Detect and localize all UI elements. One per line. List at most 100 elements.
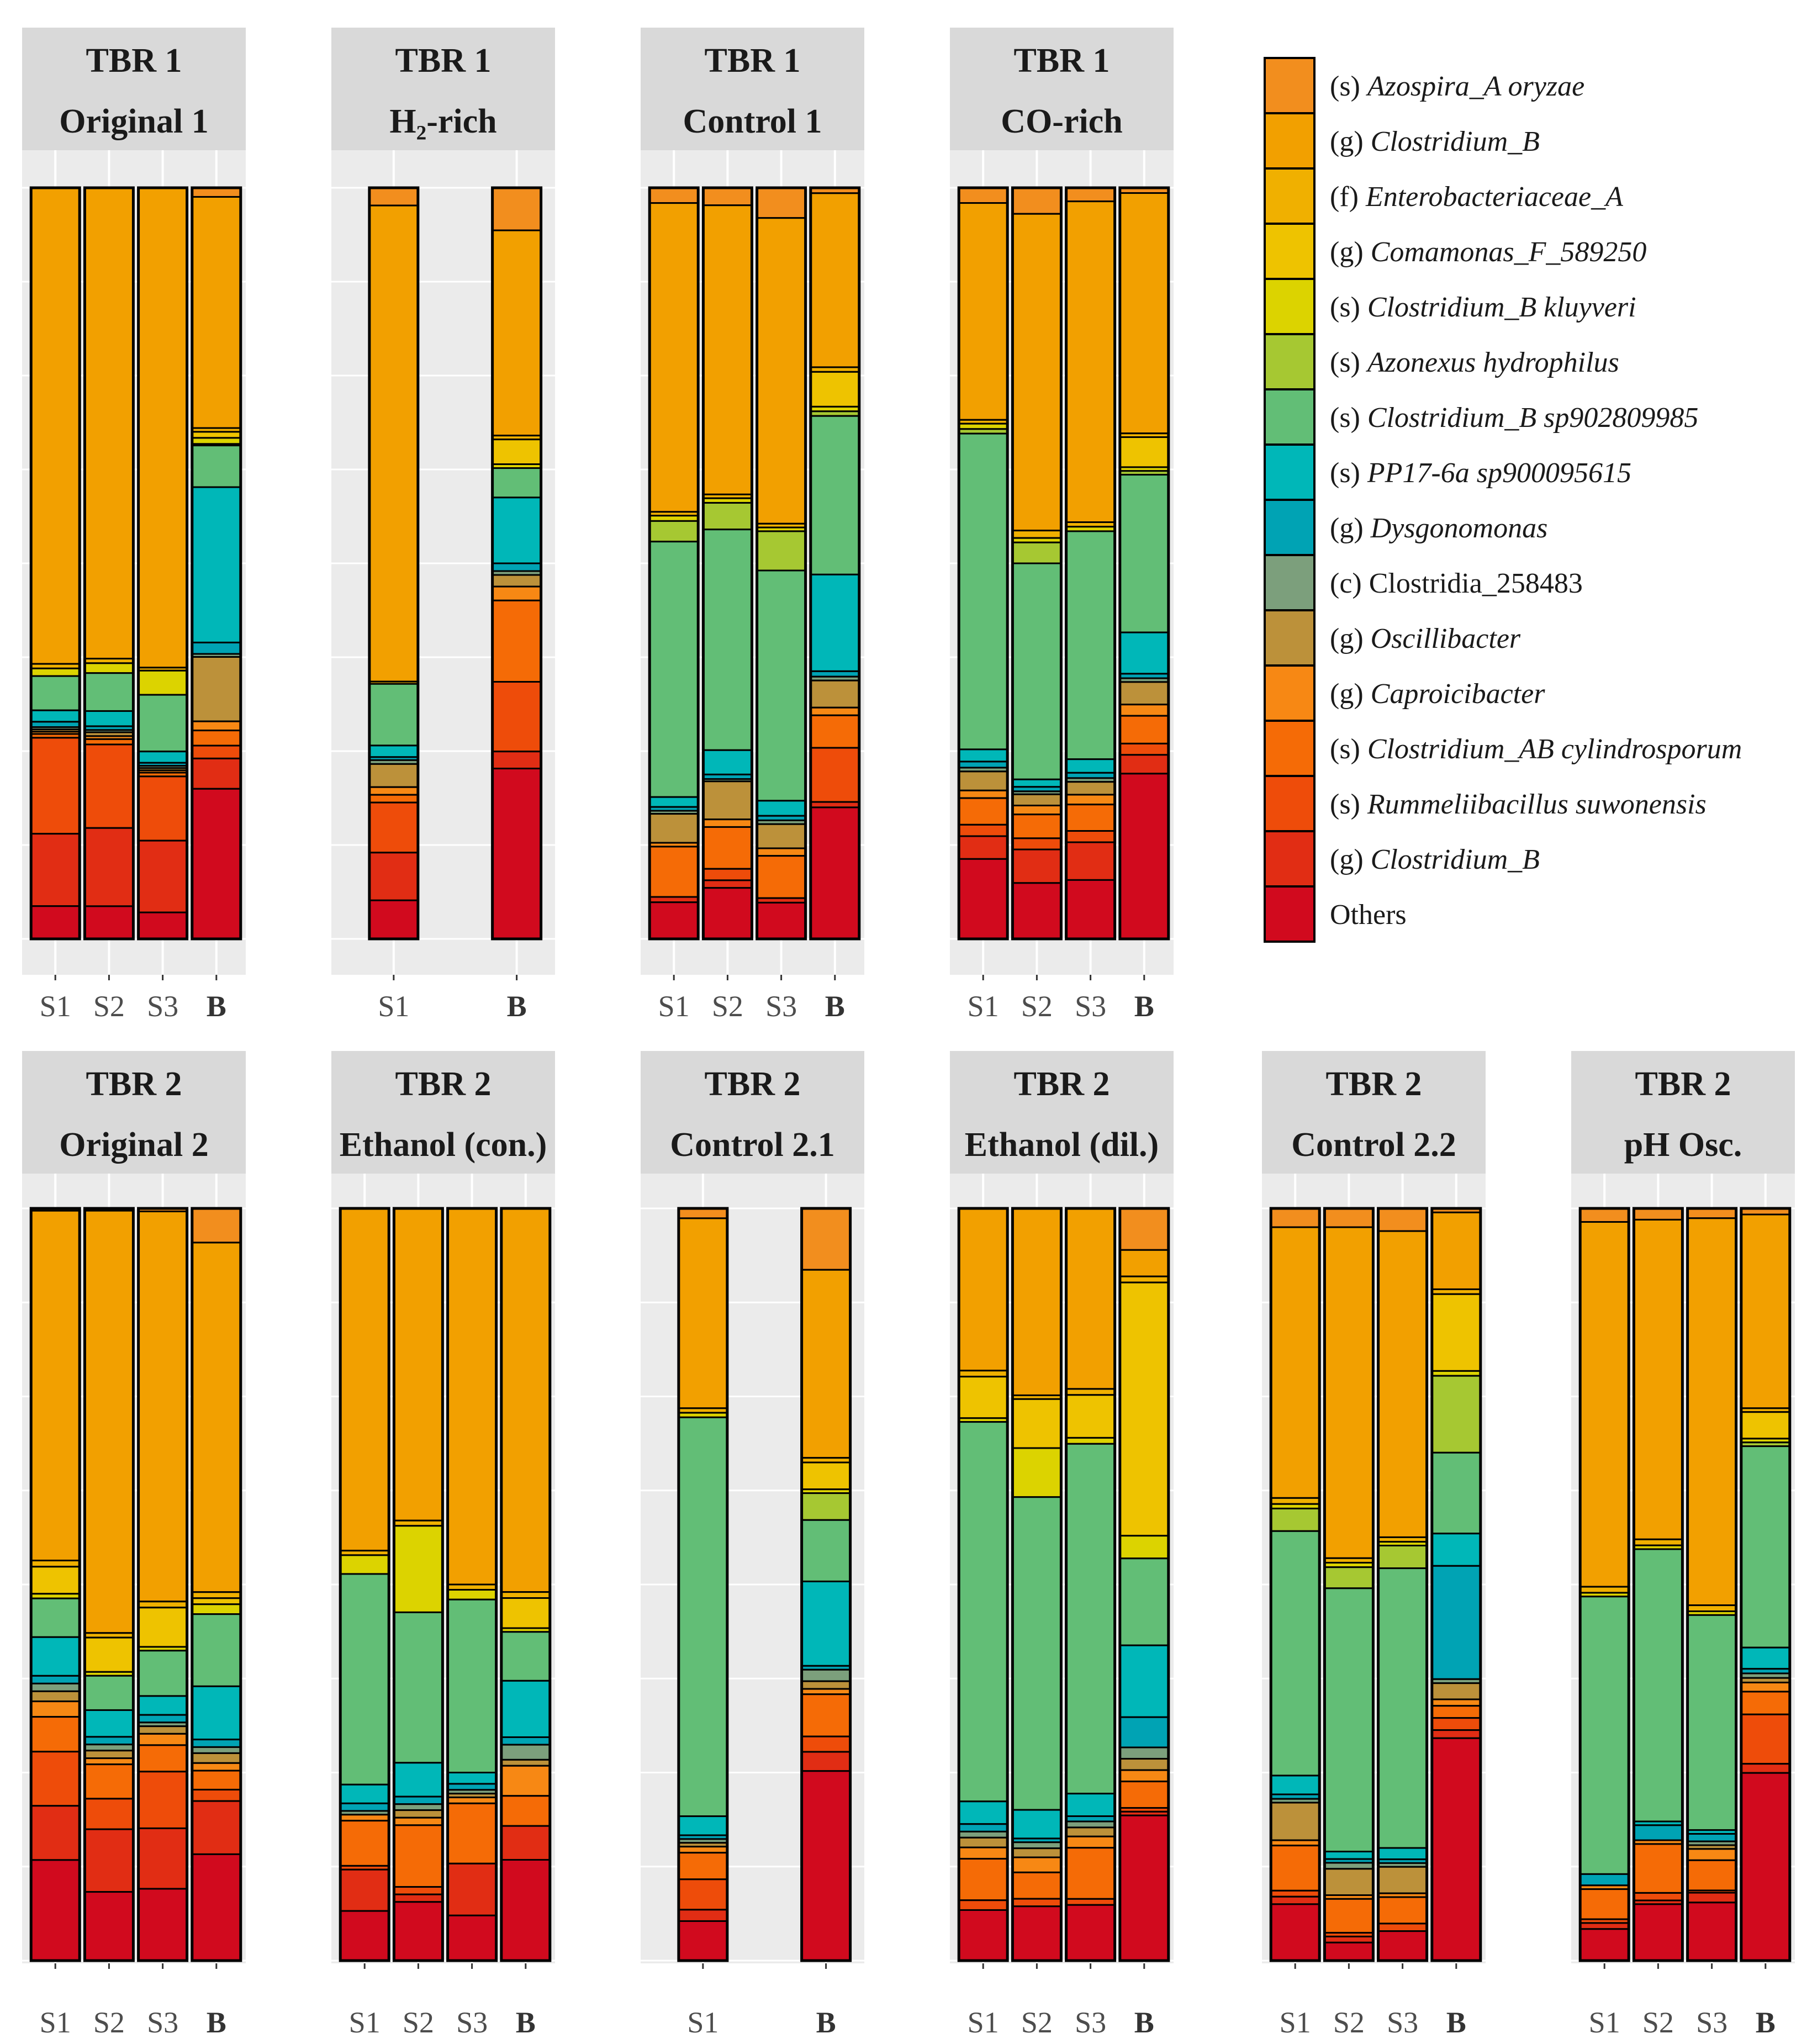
bar-segment bbox=[1011, 1496, 1062, 1811]
x-tick-label: S3 bbox=[456, 2006, 488, 2039]
bar-segment bbox=[801, 1751, 852, 1772]
bar-segment bbox=[1065, 879, 1116, 940]
bar-segment bbox=[1119, 474, 1170, 633]
bar-segment bbox=[83, 1744, 134, 1752]
bar-segment bbox=[138, 1210, 188, 1603]
bar-segment bbox=[702, 887, 753, 940]
bar-outline bbox=[83, 186, 135, 941]
bar-segment bbox=[191, 1770, 242, 1791]
stacked-bar bbox=[1065, 186, 1117, 941]
bar-segment bbox=[1065, 830, 1116, 843]
bar-segment bbox=[83, 827, 134, 907]
bar-segment bbox=[958, 432, 1008, 751]
bar-segment bbox=[1687, 1217, 1737, 1607]
bar-segment bbox=[1119, 436, 1170, 468]
bar-segment bbox=[191, 1591, 242, 1599]
bar-segment bbox=[492, 497, 542, 564]
x-tick-label: B bbox=[1756, 2006, 1776, 2039]
bar-segment bbox=[500, 1597, 551, 1629]
bar-segment bbox=[191, 196, 242, 429]
bar-segment bbox=[958, 1899, 1008, 1911]
bar-segment bbox=[1011, 1841, 1062, 1850]
legend-key bbox=[1264, 333, 1316, 390]
bar-segment bbox=[30, 1675, 81, 1684]
bar-segment bbox=[958, 1800, 1008, 1825]
facet-title-line1: TBR 2 bbox=[1014, 1065, 1110, 1103]
x-tick-label: S2 bbox=[1333, 2006, 1365, 2039]
legend-key bbox=[1264, 112, 1316, 170]
bar-outline bbox=[29, 186, 81, 941]
bar-segment bbox=[1065, 794, 1116, 806]
bar-segment bbox=[702, 818, 753, 828]
bar-segment bbox=[138, 1771, 188, 1829]
stacked-bar bbox=[29, 1207, 81, 1962]
x-tick-label: S1 bbox=[40, 990, 71, 1023]
bar-segment bbox=[958, 1207, 1008, 1372]
stacked-bar bbox=[1011, 1207, 1063, 1962]
bar-segment bbox=[138, 775, 188, 842]
bar-segment bbox=[1270, 1895, 1320, 1905]
x-tick-label: B bbox=[516, 2006, 536, 2039]
bar-segment bbox=[83, 743, 134, 829]
bar-segment bbox=[801, 1580, 852, 1667]
bar-segment bbox=[1011, 530, 1062, 539]
bar-segment bbox=[30, 1682, 81, 1692]
bar-segment bbox=[447, 1783, 498, 1791]
bar-segment bbox=[1687, 1892, 1737, 1904]
bar-segment bbox=[1323, 1226, 1374, 1559]
bar-segment bbox=[1065, 781, 1116, 796]
facet-title-line1: TBR 1 bbox=[1014, 42, 1110, 80]
bar-segment bbox=[83, 1709, 134, 1738]
bar-segment bbox=[1119, 1249, 1170, 1277]
facet-panel: TBR 2 pH Osc. S1 S2 S3 B bbox=[1571, 1051, 1795, 2039]
bar-segment bbox=[447, 1772, 498, 1785]
x-tick-label: S1 bbox=[1280, 2006, 1311, 2039]
x-tick-label: S3 bbox=[1075, 990, 1106, 1023]
bar-segment bbox=[393, 1803, 443, 1811]
legend-label: (g) Oscillibacter bbox=[1330, 623, 1521, 654]
x-tick-label: B bbox=[1134, 2006, 1154, 2039]
bar-segment bbox=[1065, 841, 1116, 881]
bar-outline bbox=[648, 186, 700, 941]
bar-segment bbox=[1740, 1646, 1791, 1670]
x-tick-label: S2 bbox=[1021, 990, 1053, 1023]
bar-segment bbox=[1065, 1820, 1116, 1829]
stacked-bar bbox=[648, 186, 700, 941]
bar-segment bbox=[1323, 1851, 1374, 1860]
facet-title-line2: Control 1 bbox=[683, 103, 822, 140]
bar-segment bbox=[83, 710, 134, 727]
facet-title-line2: CO-rich bbox=[1001, 103, 1122, 140]
stacked-bar bbox=[1377, 1207, 1429, 1962]
stacked-bar bbox=[368, 186, 420, 941]
x-tick-label: S1 bbox=[40, 2006, 71, 2039]
bar-segment bbox=[30, 1210, 81, 1562]
bar-segment bbox=[368, 187, 419, 207]
bar-segment bbox=[702, 187, 753, 207]
stacked-bar bbox=[1578, 1207, 1630, 1962]
x-tick-label: S2 bbox=[1642, 2006, 1674, 2039]
bar-segment bbox=[958, 187, 1008, 204]
bar-segment bbox=[138, 751, 188, 764]
bar-outline bbox=[957, 1207, 1009, 1962]
bar-segment bbox=[138, 187, 188, 669]
bar-segment bbox=[1579, 1928, 1630, 1962]
bar-segment bbox=[958, 1376, 1008, 1419]
bar-segment bbox=[1011, 187, 1062, 215]
facet-panel: TBR 1 H₂-rich S1 B bbox=[331, 28, 555, 1023]
bar-segment bbox=[1323, 1935, 1374, 1943]
legend-key bbox=[1264, 223, 1316, 280]
bar-outline bbox=[1011, 186, 1063, 941]
bar-segment bbox=[1119, 1644, 1170, 1718]
bar-segment bbox=[1119, 1275, 1170, 1284]
bar-segment bbox=[702, 749, 753, 775]
bar-segment bbox=[1431, 1293, 1482, 1372]
legend-label: (s) Clostridium_B kluyveri bbox=[1330, 292, 1636, 323]
bar-segment bbox=[1119, 1814, 1170, 1962]
facet-panel: TBR 2 Control 2.2 S1 S2 S3 B bbox=[1262, 1051, 1486, 2039]
bar-segment bbox=[393, 1809, 443, 1819]
bar-segment bbox=[1270, 1845, 1320, 1892]
bar-segment bbox=[339, 1783, 390, 1804]
bar-segment bbox=[1011, 1207, 1062, 1396]
bar-segment bbox=[1579, 1221, 1630, 1588]
bar-segment bbox=[958, 1370, 1008, 1378]
